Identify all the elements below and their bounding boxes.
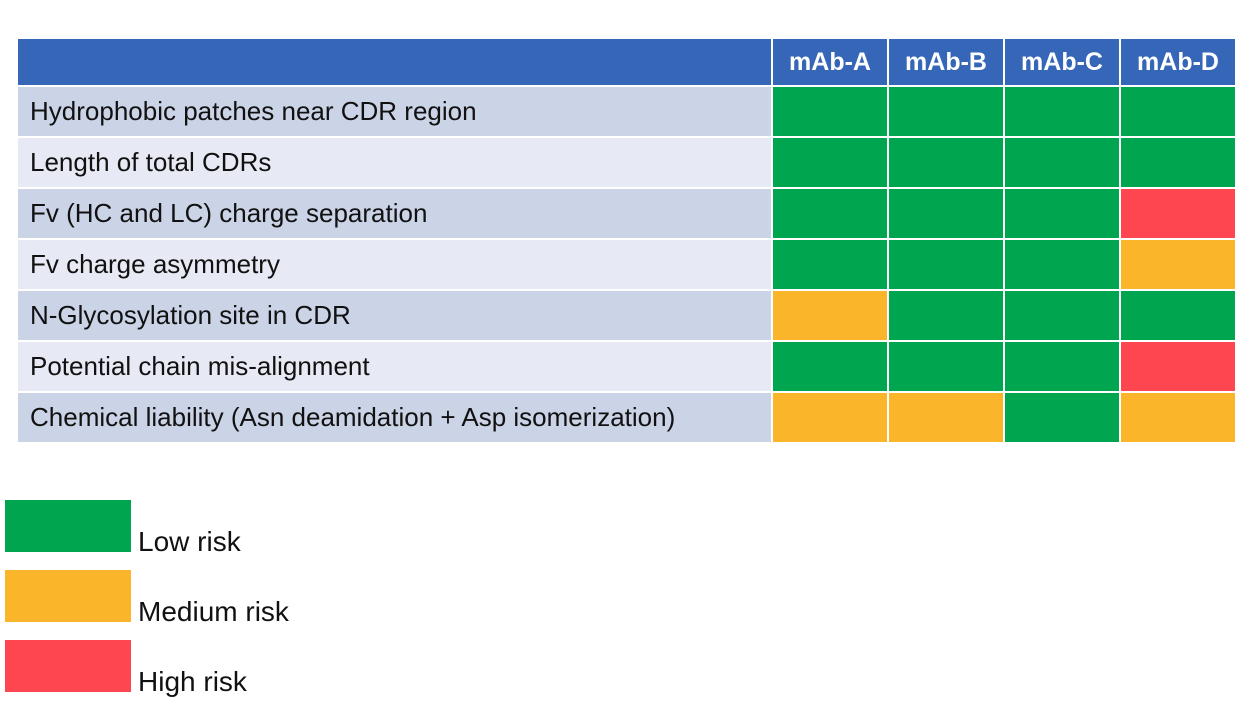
heatmap-cell-mab-a-low [771,238,889,291]
column-header-mab-c: mAb-C [1003,37,1121,87]
heatmap-cell-mab-a-medium [771,289,889,342]
heatmap-cell-mab-c-low [1003,391,1121,444]
heatmap-cell-mab-b-low [887,340,1005,393]
heatmap-cell-mab-d-low [1119,136,1237,189]
heatmap-cell-mab-c-low [1003,136,1121,189]
legend-label-high: High risk [138,666,247,697]
column-header-mab-d: mAb-D [1119,37,1237,87]
heatmap-cell-mab-b-low [887,85,1005,138]
legend-label-low: Low risk [138,526,241,557]
legend-item-medium: Medium risk [5,570,405,630]
header-corner [16,37,773,87]
heatmap-cell-mab-b-low [887,136,1005,189]
legend-swatch-medium [5,570,131,622]
heatmap-cell-mab-d-low [1119,289,1237,342]
row-label: Chemical liability (Asn deamidation + As… [16,391,773,444]
heatmap-cell-mab-c-low [1003,289,1121,342]
heatmap-cell-mab-c-low [1003,340,1121,393]
heatmap-cell-mab-a-low [771,340,889,393]
heatmap-cell-mab-b-medium [887,391,1005,444]
risk-assessment-table: mAb-A mAb-B mAb-C mAb-D Hydrophobic patc… [16,37,1237,444]
heatmap-cell-mab-d-medium [1119,391,1237,444]
table-row: Hydrophobic patches near CDR region [16,85,1237,138]
column-header-mab-a: mAb-A [771,37,889,87]
heatmap-cell-mab-a-low [771,136,889,189]
table-row: Fv charge asymmetry [16,238,1237,291]
heatmap-cell-mab-a-low [771,85,889,138]
legend-item-high: High risk [5,640,405,700]
table-row: Potential chain mis-alignment [16,340,1237,393]
legend-swatch-low [5,500,131,552]
legend-item-low: Low risk [5,500,405,560]
header-row: mAb-A mAb-B mAb-C mAb-D [16,37,1237,87]
table-row: Fv (HC and LC) charge separation [16,187,1237,240]
table-body: Hydrophobic patches near CDR region Lengt… [16,85,1237,444]
row-label: Fv charge asymmetry [16,238,773,291]
heatmap-cell-mab-b-low [887,238,1005,291]
legend-swatch-high [5,640,131,692]
table-row: Chemical liability (Asn deamidation + As… [16,391,1237,444]
heatmap-cell-mab-a-low [771,187,889,240]
heatmap-cell-mab-b-low [887,187,1005,240]
heatmap-cell-mab-b-low [887,289,1005,342]
legend-label-medium: Medium risk [138,596,289,627]
table-row: N-Glycosylation site in CDR [16,289,1237,342]
heatmap-cell-mab-d-low [1119,85,1237,138]
row-label: Length of total CDRs [16,136,773,189]
column-header-mab-b: mAb-B [887,37,1005,87]
heatmap-cell-mab-d-high [1119,187,1237,240]
row-label: Potential chain mis-alignment [16,340,773,393]
table-row: Length of total CDRs [16,136,1237,189]
heatmap-cell-mab-d-high [1119,340,1237,393]
heatmap-cell-mab-d-medium [1119,238,1237,291]
row-label: Fv (HC and LC) charge separation [16,187,773,240]
row-label: N-Glycosylation site in CDR [16,289,773,342]
heatmap-cell-mab-c-low [1003,85,1121,138]
heatmap-cell-mab-c-low [1003,238,1121,291]
heatmap-cell-mab-a-medium [771,391,889,444]
row-label: Hydrophobic patches near CDR region [16,85,773,138]
heatmap-cell-mab-c-low [1003,187,1121,240]
